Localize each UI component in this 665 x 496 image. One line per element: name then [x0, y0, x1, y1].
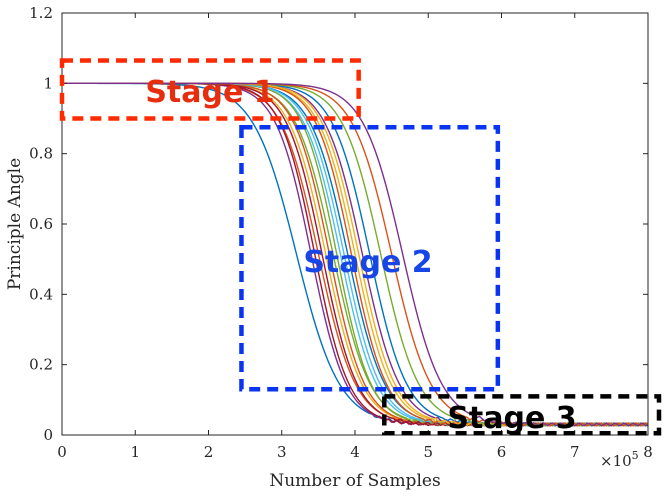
axis-ticks — [61, 12, 649, 436]
x-tick-label-0: 0 — [57, 443, 67, 461]
stage-annotations: Stage 1 Stage 2 Stage 3 — [59, 58, 662, 436]
x-tick-label-7: 7 — [570, 443, 580, 461]
y-tick-label-2: 0.4 — [29, 285, 53, 303]
series-line-20 — [62, 82, 649, 427]
x-tick-label-5: 5 — [423, 443, 433, 461]
stage-2-box — [239, 125, 501, 392]
y-tick-label-5: 1 — [43, 74, 53, 92]
stage-2-label: Stage 2 — [303, 245, 432, 280]
y-tick-label-4: 0.8 — [29, 145, 53, 163]
y-tick-label-6: 1.2 — [29, 4, 53, 22]
stage-3-box — [382, 394, 662, 436]
y-axis-label: Principle Angle — [5, 158, 25, 290]
stage-3-label: Stage 3 — [447, 401, 576, 436]
x-tick-label-1: 1 — [130, 443, 140, 461]
y-tick-label-0: 0 — [43, 426, 53, 444]
y-tick-labels: 0 0.2 0.4 0.6 0.8 1 1.2 — [29, 4, 53, 444]
x-multiplier-exponent: 5 — [632, 449, 639, 462]
x-tick-label-4: 4 — [350, 443, 360, 461]
x-multiplier-base: ×10 — [600, 452, 632, 470]
x-tick-label-6: 6 — [497, 443, 507, 461]
series-lines — [62, 82, 649, 427]
x-axis-multiplier: ×105 — [600, 449, 639, 470]
x-tick-label-3: 3 — [277, 443, 287, 461]
stage-1-box — [59, 58, 361, 121]
x-tick-label-2: 2 — [204, 443, 214, 461]
stage-1-label: Stage 1 — [145, 75, 274, 110]
y-tick-label-3: 0.6 — [29, 215, 53, 233]
y-tick-label-1: 0.2 — [29, 356, 53, 374]
x-tick-label-8: 8 — [643, 443, 653, 461]
x-tick-labels: 0 1 2 3 4 5 6 7 8 — [57, 443, 653, 461]
x-axis-label: Number of Samples — [269, 471, 440, 491]
